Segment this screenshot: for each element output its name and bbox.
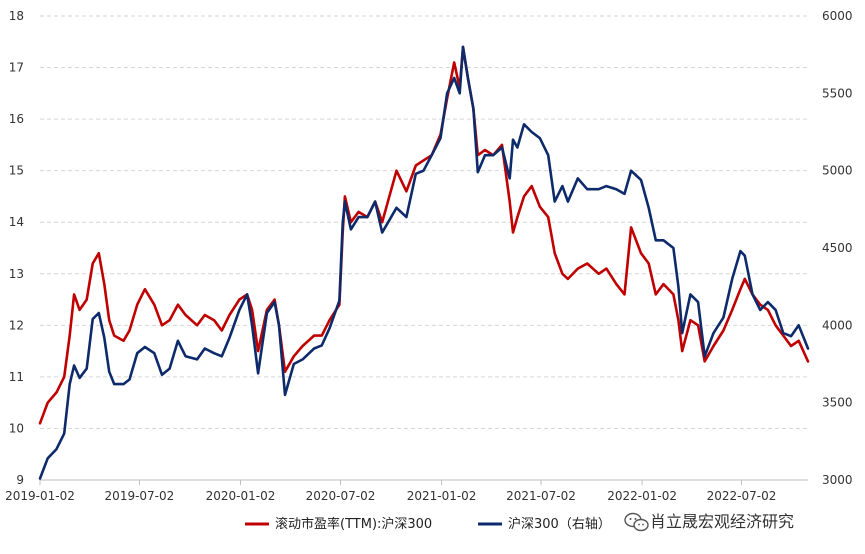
x-tick-label: 2021-01-02 [407, 489, 477, 503]
right-tick-label: 4000 [822, 318, 853, 332]
watermark: 肖立晟宏观经济研究 [624, 512, 794, 532]
left-axis-ticks: 9 10 11 12 13 14 15 16 17 18 [9, 9, 24, 487]
left-tick-label: 9 [16, 473, 24, 487]
x-tick-label: 2022-07-02 [707, 489, 777, 503]
left-tick-label: 18 [9, 9, 24, 23]
x-axis-ticks: 2019-01-02 2019-07-02 2020-01-02 2020-07-02… [5, 480, 776, 503]
left-tick-label: 15 [9, 164, 24, 178]
right-tick-label: 3000 [822, 473, 853, 487]
x-tick-label: 2020-01-02 [206, 489, 276, 503]
series-line-1 [38, 45, 810, 425]
left-tick-label: 11 [9, 370, 24, 384]
x-tick-label: 2021-07-02 [506, 489, 576, 503]
right-tick-label: 4500 [822, 241, 853, 255]
gridlines [40, 15, 808, 429]
left-tick-label: 14 [9, 215, 24, 229]
legend-label-1: 滚动市盈率(TTM):沪深300 [275, 516, 432, 532]
left-tick-label: 16 [9, 112, 24, 126]
right-tick-label: 6000 [822, 9, 853, 23]
legend: 滚动市盈率(TTM):沪深300 沪深300（右轴） [245, 516, 611, 532]
right-tick-label: 5000 [822, 164, 853, 178]
left-tick-label: 10 [9, 421, 24, 435]
left-tick-label: 13 [9, 267, 24, 281]
left-tick-label: 17 [9, 61, 24, 75]
legend-label-2: 沪深300（右轴） [508, 516, 611, 532]
right-tick-label: 5500 [822, 86, 853, 100]
series-lines [38, 45, 810, 480]
watermark-text: 肖立晟宏观经济研究 [650, 512, 794, 531]
x-tick-label: 2020-07-02 [306, 489, 376, 503]
wechat-icon [624, 512, 649, 532]
right-axis-ticks: 3000 3500 4000 4500 5000 5500 6000 [822, 9, 853, 487]
x-tick-label: 2019-01-02 [5, 489, 75, 503]
series-line-2 [38, 45, 810, 480]
left-tick-label: 12 [9, 318, 24, 332]
right-tick-label: 3500 [822, 396, 853, 410]
x-tick-label: 2022-01-02 [607, 489, 677, 503]
x-tick-label: 2019-07-02 [105, 489, 175, 503]
